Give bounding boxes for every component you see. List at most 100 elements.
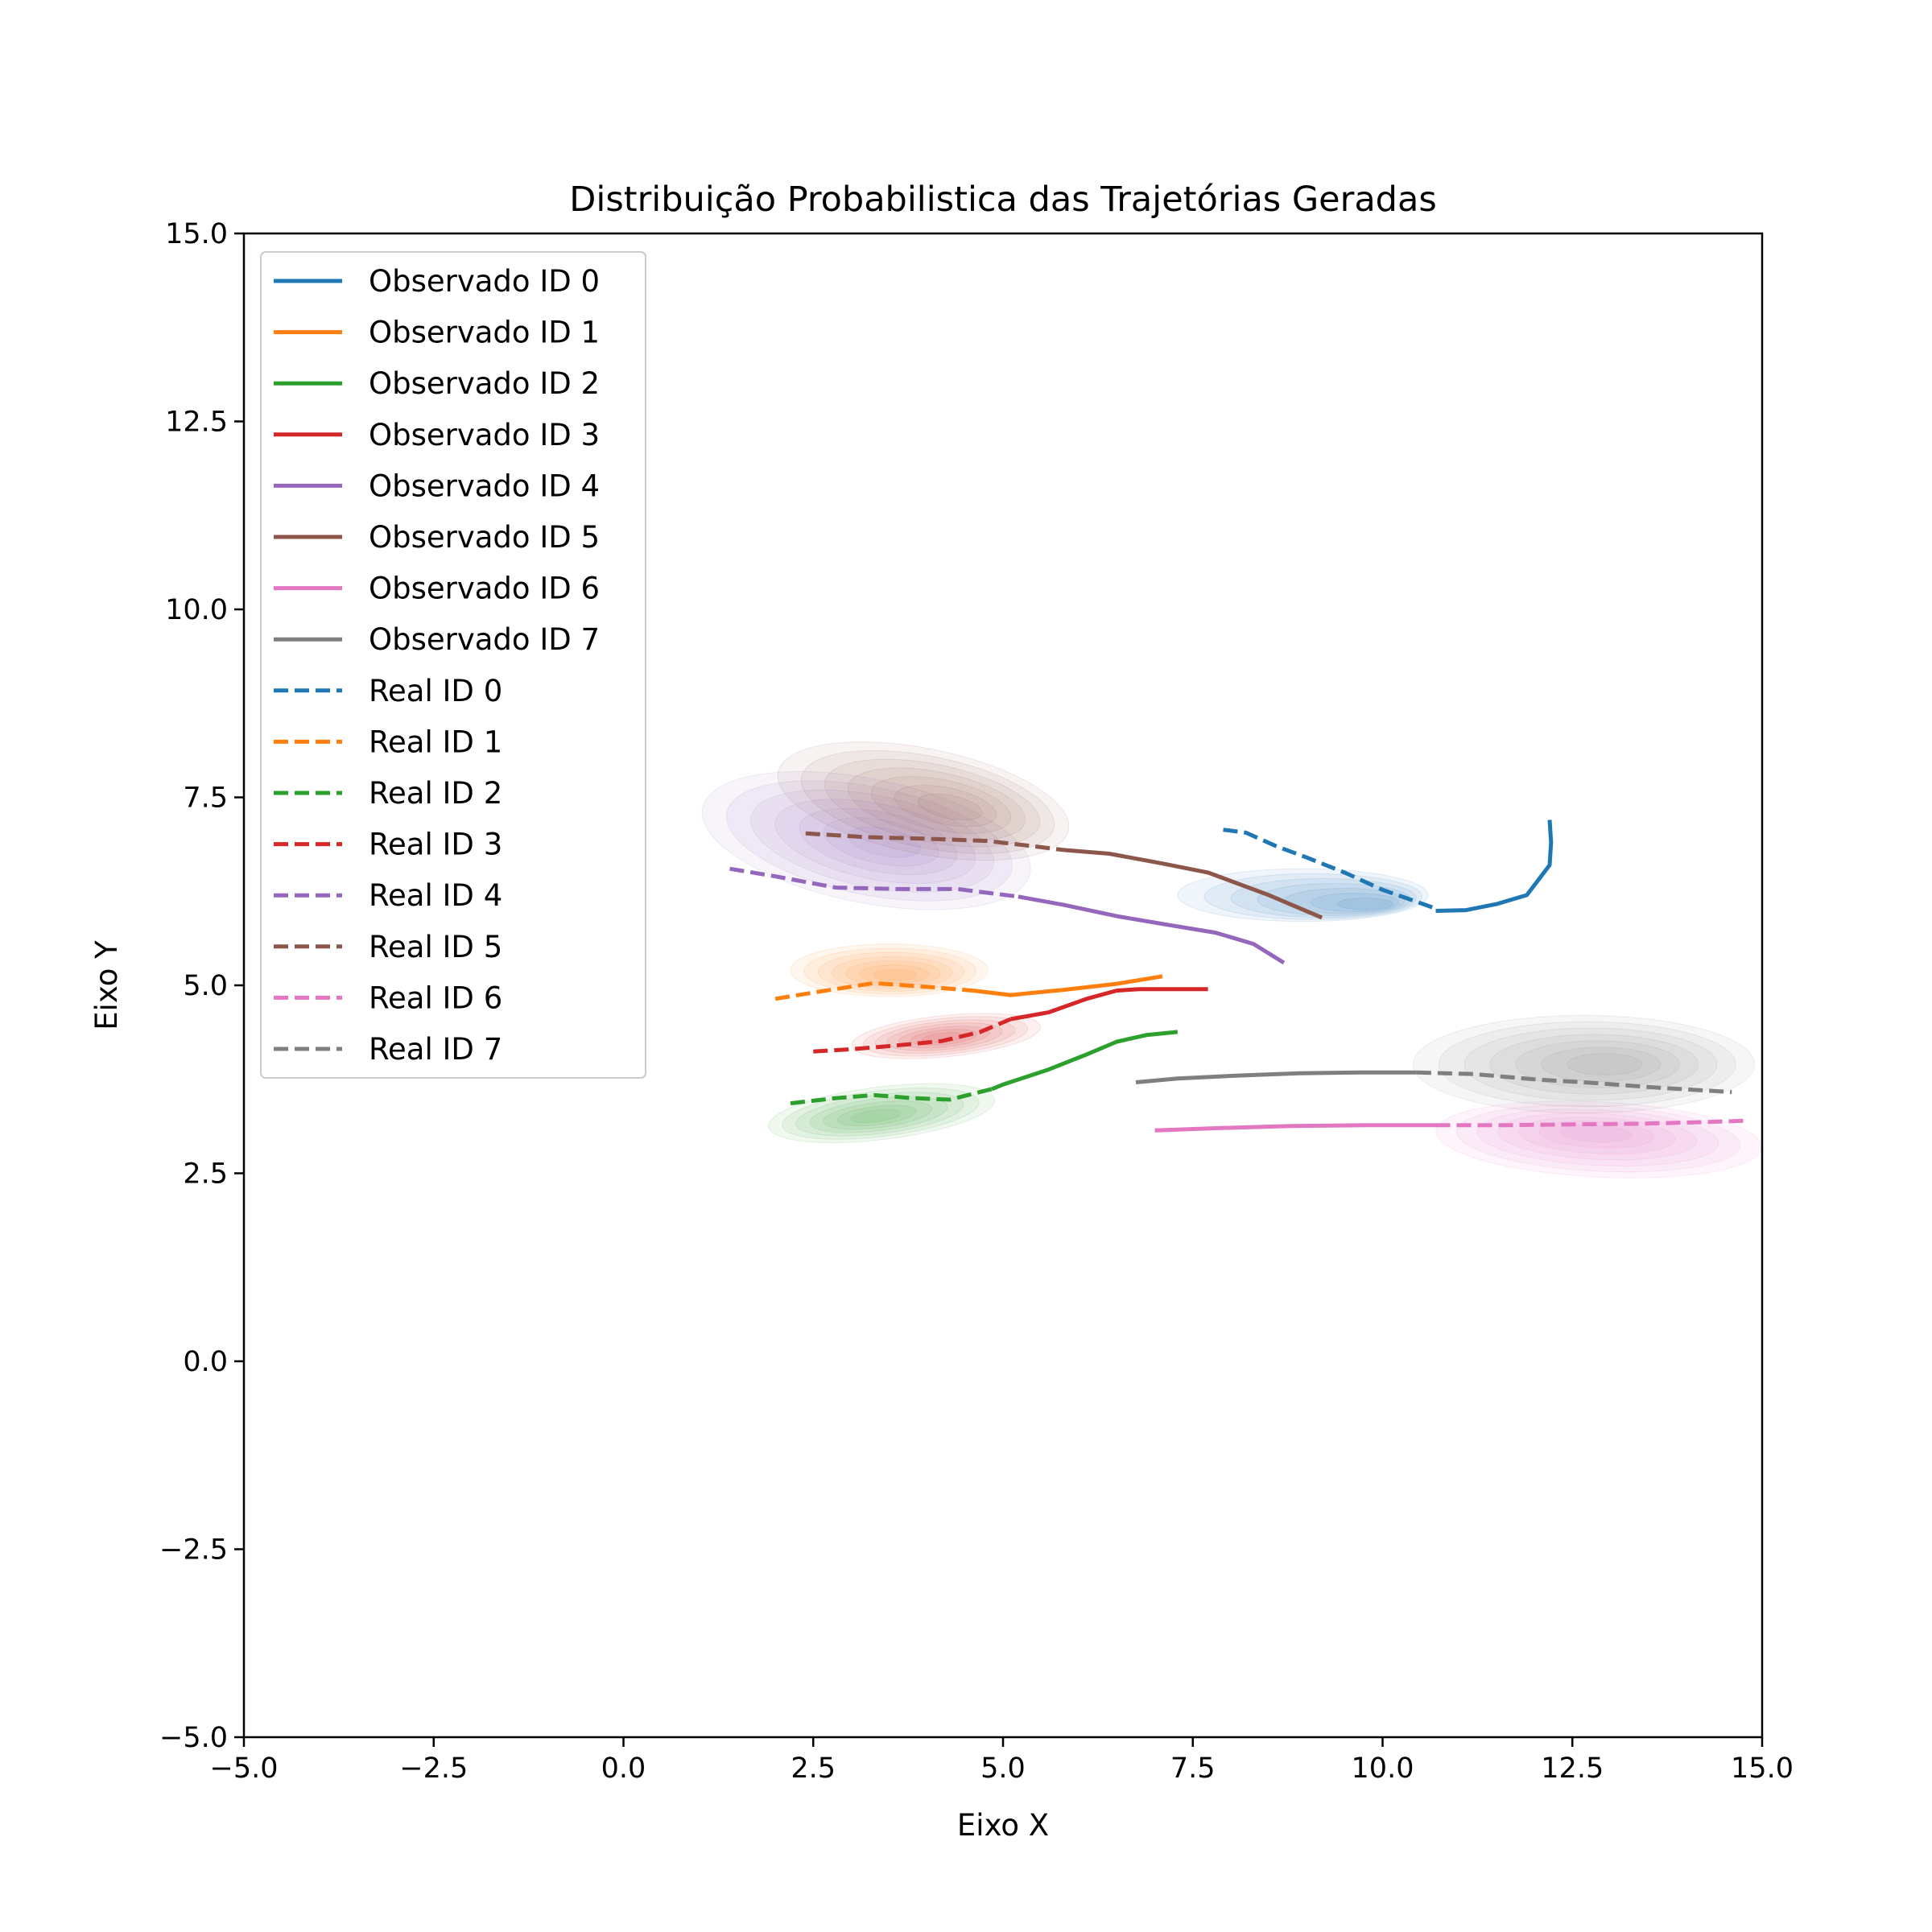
legend-entry: Real ID 5: [274, 930, 502, 964]
density-region: [790, 943, 989, 997]
legend-entry: Observado ID 3: [274, 418, 600, 452]
series-line: [729, 866, 1019, 899]
y-tick-label: 7.5: [183, 782, 228, 815]
density-contour: [845, 960, 941, 987]
density-contour: [809, 1096, 948, 1133]
density-contour: [859, 964, 930, 985]
legend-entries: Observado ID 0 Observado ID 1 Observado ID…: [274, 264, 600, 1067]
density-contour: [1438, 1021, 1736, 1108]
y-axis-label: Eixo Y: [89, 940, 124, 1030]
legend-label: Real ID 5: [369, 930, 502, 964]
density-contour: [701, 770, 1031, 910]
density-contour: [1541, 1046, 1662, 1082]
series-line: [1416, 1070, 1732, 1095]
y-tick-label: 0.0: [183, 1346, 228, 1378]
density-contour: [1566, 1053, 1643, 1075]
legend-box: [260, 251, 646, 1079]
density-contour: [1336, 898, 1393, 910]
density-contour: [836, 1104, 917, 1127]
legend-label: Observado ID 2: [369, 366, 600, 401]
x-tick-label: 2.5: [791, 1752, 836, 1785]
legend-label: Real ID 2: [369, 776, 502, 811]
series-line: [1223, 828, 1437, 911]
x-tick-label: 7.5: [1170, 1752, 1216, 1785]
density-region: [1177, 868, 1429, 923]
series-line: [1009, 987, 1208, 1022]
density-contour: [800, 749, 1055, 854]
density-contour: [823, 1100, 933, 1130]
legend-label: Observado ID 4: [369, 469, 600, 503]
legend-entry: Observado ID 1: [274, 316, 600, 350]
y-tick-label: −5.0: [159, 1722, 228, 1754]
density-contour: [824, 758, 1041, 848]
legend-entry: Observado ID 4: [274, 469, 600, 503]
legend-entry: Observado ID 7: [274, 622, 600, 657]
density-contour: [894, 784, 997, 828]
density-contour: [1538, 1121, 1654, 1149]
density-contour: [823, 817, 939, 867]
density-contour: [1489, 1034, 1699, 1095]
y-tick-label: −2.5: [159, 1534, 228, 1567]
density-contour: [850, 1108, 902, 1123]
x-tick-label: −5.0: [210, 1752, 279, 1785]
y-tick-label: 5.0: [183, 970, 228, 1002]
series-line: [990, 1030, 1179, 1092]
density-contour: [803, 947, 976, 995]
legend-label: Real ID 4: [369, 878, 502, 913]
density-contour: [873, 968, 918, 981]
legend: Observado ID 0 Observado ID 1 Observado ID…: [260, 251, 646, 1079]
legend-label: Observado ID 1: [369, 316, 600, 350]
legend-label: Real ID 0: [369, 674, 502, 708]
chart-title: Distribuição Probabilistica das Trajetór…: [569, 180, 1436, 220]
x-tick-label: 5.0: [980, 1752, 1026, 1785]
series-line: [1063, 848, 1323, 920]
legend-entry: Observado ID 2: [274, 366, 600, 401]
legend-label: Observado ID 3: [369, 418, 600, 452]
series-line: [1154, 1123, 1436, 1133]
legend-entry: Real ID 2: [274, 776, 502, 811]
series-line: [1135, 1070, 1417, 1084]
legend-entry: Real ID 6: [274, 980, 502, 1015]
legend-label: Real ID 7: [369, 1032, 502, 1067]
series-layer: [729, 819, 1748, 1133]
y-tick-label: 2.5: [183, 1158, 228, 1191]
density-contour: [725, 780, 1013, 902]
y-tick-label: 10.0: [165, 594, 228, 626]
y-axis-ticks: −5.0 −2.5 0.0 2.5 5.0 7.5 10.0 12.5 15.0: [159, 218, 244, 1754]
x-axis-ticks: −5.0 −2.5 0.0 2.5 5.0 7.5 10.0 12.5 15.0: [210, 1737, 1794, 1785]
density-contour: [750, 789, 995, 893]
legend-entry: Real ID 4: [274, 878, 502, 913]
series-line: [1435, 819, 1554, 913]
x-tick-label: 10.0: [1352, 1752, 1414, 1785]
density-region: [701, 770, 1031, 910]
density-contour: [1230, 877, 1417, 919]
density-contour: [1518, 1117, 1676, 1155]
legend-label: Observado ID 5: [369, 520, 600, 555]
density-contour: [777, 741, 1070, 861]
legend-entry: Real ID 1: [274, 724, 502, 759]
series-line: [1435, 1118, 1748, 1128]
legend-entry: Real ID 0: [274, 674, 502, 708]
legend-entry: Observado ID 5: [274, 520, 600, 555]
density-contour: [831, 956, 953, 989]
density-contour: [799, 807, 958, 876]
legend-entry: Real ID 3: [274, 828, 502, 862]
series-line: [972, 974, 1163, 997]
legend-label: Real ID 3: [369, 828, 502, 862]
series-line: [774, 980, 973, 1001]
legend-entry: Real ID 7: [274, 1032, 502, 1067]
x-tick-label: 12.5: [1541, 1752, 1604, 1785]
y-tick-label: 12.5: [165, 407, 228, 439]
density-contour: [1463, 1027, 1718, 1101]
legend-label: Real ID 1: [369, 724, 502, 759]
density-contour: [1310, 893, 1399, 912]
legend-label: Observado ID 7: [369, 622, 600, 657]
density-contour: [847, 767, 1026, 841]
x-tick-label: −2.5: [399, 1752, 468, 1785]
density-contour: [817, 952, 965, 992]
y-tick-label: 15.0: [165, 218, 228, 250]
series-line: [813, 1017, 1012, 1054]
density-contour: [870, 776, 1012, 834]
density-contour: [851, 1013, 1042, 1059]
legend-entry: Observado ID 6: [274, 572, 600, 606]
